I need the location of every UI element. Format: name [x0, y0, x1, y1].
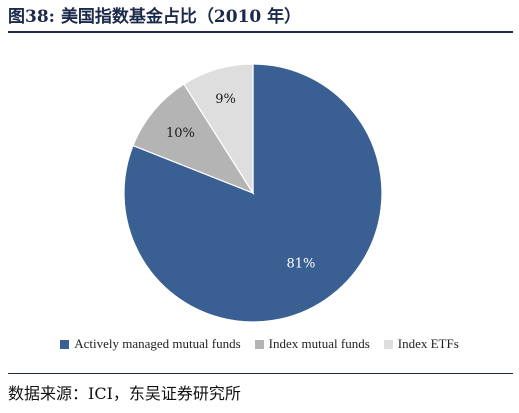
legend-label-1: Actively managed mutual funds	[74, 336, 241, 351]
pie-labels: 81% 10% 9%	[166, 92, 315, 271]
bottom-rule	[8, 373, 513, 374]
pie-slice-3	[183, 63, 254, 196]
pie-label-1: 81%	[286, 256, 315, 271]
source-note: 数据来源：ICI，东吴证券研究所	[8, 384, 241, 403]
top-rule	[8, 31, 513, 33]
legend-item-3: Index ETFs	[383, 336, 459, 352]
legend-swatch-1	[60, 339, 70, 349]
legend-swatch-3	[383, 339, 393, 349]
figure-number: 图38:	[8, 7, 55, 27]
legend-label-3: Index ETFs	[397, 336, 459, 351]
chart-legend: Actively managed mutual funds Index mutua…	[0, 334, 519, 354]
pie-chart-svg: 81% 10% 9%	[123, 63, 383, 323]
legend-swatch-2	[254, 339, 264, 349]
pie-slice-2	[132, 83, 255, 195]
legend-label-2: Index mutual funds	[268, 336, 370, 351]
pie-slices	[123, 63, 383, 323]
pie-label-3: 9%	[215, 92, 236, 107]
figure-title-text: 美国指数基金占比（2010 年）	[60, 7, 302, 27]
legend-item-2: Index mutual funds	[254, 336, 370, 352]
pie-chart: 81% 10% 9%	[8, 36, 513, 362]
figure-title: 图38: 美国指数基金占比（2010 年）	[8, 4, 513, 30]
pie-label-2: 10%	[166, 126, 195, 141]
legend-item-1: Actively managed mutual funds	[60, 336, 241, 352]
